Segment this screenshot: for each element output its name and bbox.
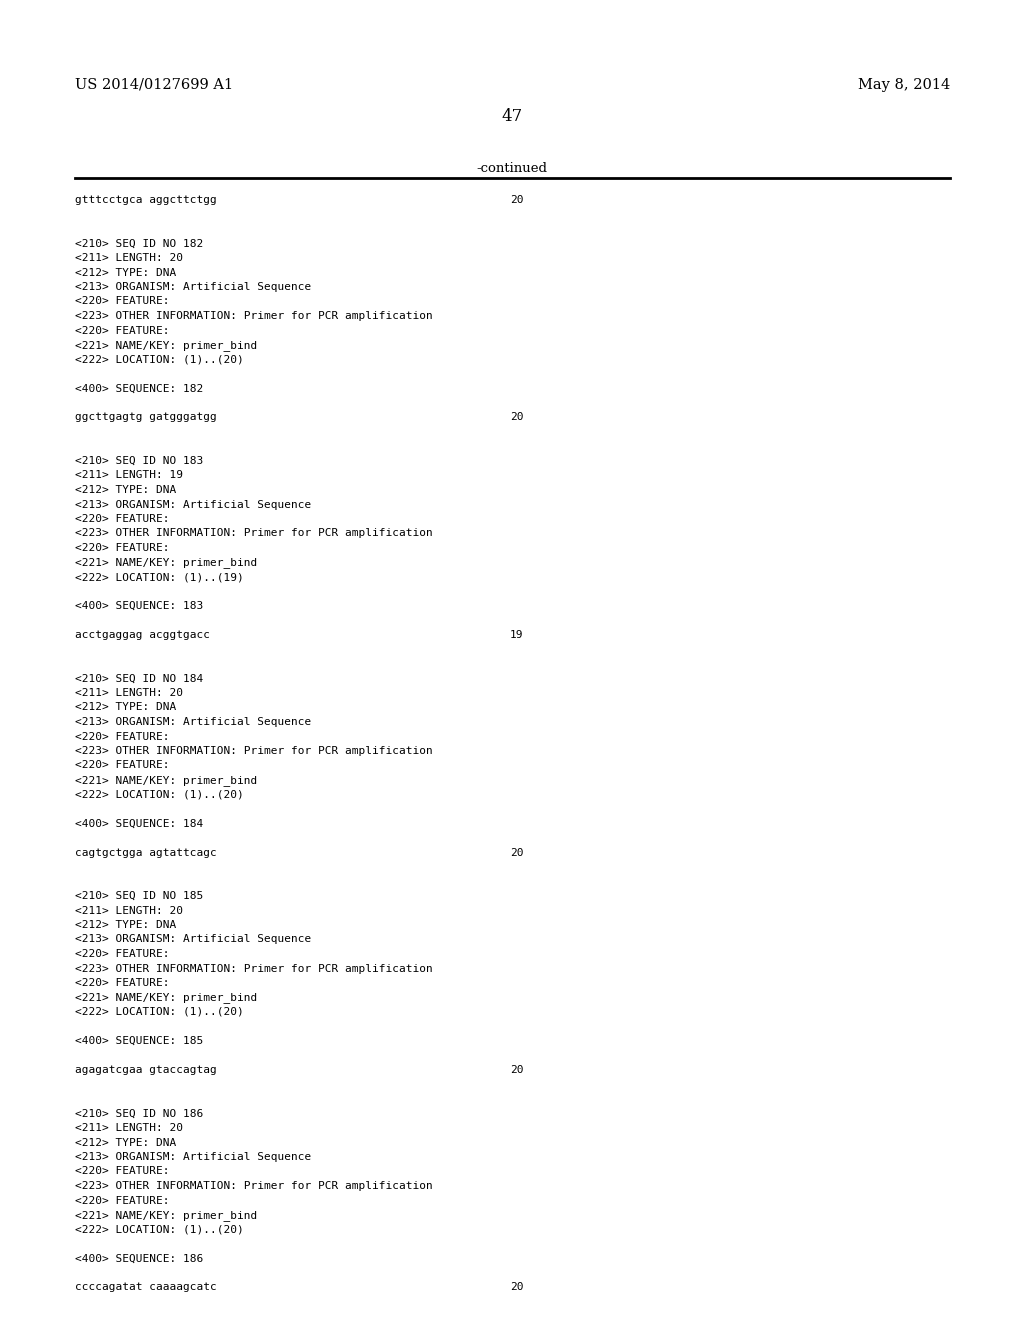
Text: <220> FEATURE:: <220> FEATURE: [75, 1196, 170, 1205]
Text: <400> SEQUENCE: 183: <400> SEQUENCE: 183 [75, 601, 203, 611]
Text: <212> TYPE: DNA: <212> TYPE: DNA [75, 268, 176, 277]
Text: 20: 20 [510, 412, 523, 422]
Text: <223> OTHER INFORMATION: Primer for PCR amplification: <223> OTHER INFORMATION: Primer for PCR … [75, 964, 433, 974]
Text: <221> NAME/KEY: primer_bind: <221> NAME/KEY: primer_bind [75, 341, 257, 351]
Text: <222> LOCATION: (1)..(20): <222> LOCATION: (1)..(20) [75, 1007, 244, 1016]
Text: <212> TYPE: DNA: <212> TYPE: DNA [75, 1138, 176, 1147]
Text: agagatcgaa gtaccagtag: agagatcgaa gtaccagtag [75, 1065, 217, 1074]
Text: <400> SEQUENCE: 185: <400> SEQUENCE: 185 [75, 1036, 203, 1045]
Text: <223> OTHER INFORMATION: Primer for PCR amplification: <223> OTHER INFORMATION: Primer for PCR … [75, 1181, 433, 1191]
Text: acctgaggag acggtgacc: acctgaggag acggtgacc [75, 630, 210, 640]
Text: <223> OTHER INFORMATION: Primer for PCR amplification: <223> OTHER INFORMATION: Primer for PCR … [75, 312, 433, 321]
Text: <213> ORGANISM: Artificial Sequence: <213> ORGANISM: Artificial Sequence [75, 935, 311, 945]
Text: <221> NAME/KEY: primer_bind: <221> NAME/KEY: primer_bind [75, 993, 257, 1003]
Text: gtttcctgca aggcttctgg: gtttcctgca aggcttctgg [75, 195, 217, 205]
Text: <213> ORGANISM: Artificial Sequence: <213> ORGANISM: Artificial Sequence [75, 717, 311, 727]
Text: <211> LENGTH: 20: <211> LENGTH: 20 [75, 688, 183, 698]
Text: -continued: -continued [476, 162, 548, 176]
Text: May 8, 2014: May 8, 2014 [858, 78, 950, 92]
Text: <220> FEATURE:: <220> FEATURE: [75, 731, 170, 742]
Text: <223> OTHER INFORMATION: Primer for PCR amplification: <223> OTHER INFORMATION: Primer for PCR … [75, 528, 433, 539]
Text: <220> FEATURE:: <220> FEATURE: [75, 760, 170, 771]
Text: US 2014/0127699 A1: US 2014/0127699 A1 [75, 78, 233, 92]
Text: 20: 20 [510, 195, 523, 205]
Text: <220> FEATURE:: <220> FEATURE: [75, 326, 170, 335]
Text: <210> SEQ ID NO 186: <210> SEQ ID NO 186 [75, 1109, 203, 1118]
Text: <222> LOCATION: (1)..(19): <222> LOCATION: (1)..(19) [75, 572, 244, 582]
Text: <220> FEATURE:: <220> FEATURE: [75, 513, 170, 524]
Text: <212> TYPE: DNA: <212> TYPE: DNA [75, 920, 176, 931]
Text: <211> LENGTH: 20: <211> LENGTH: 20 [75, 1123, 183, 1133]
Text: <210> SEQ ID NO 183: <210> SEQ ID NO 183 [75, 455, 203, 466]
Text: 20: 20 [510, 1283, 523, 1292]
Text: <221> NAME/KEY: primer_bind: <221> NAME/KEY: primer_bind [75, 775, 257, 785]
Text: <221> NAME/KEY: primer_bind: <221> NAME/KEY: primer_bind [75, 1210, 257, 1221]
Text: <400> SEQUENCE: 186: <400> SEQUENCE: 186 [75, 1254, 203, 1263]
Text: 20: 20 [510, 847, 523, 858]
Text: <210> SEQ ID NO 182: <210> SEQ ID NO 182 [75, 239, 203, 248]
Text: <213> ORGANISM: Artificial Sequence: <213> ORGANISM: Artificial Sequence [75, 1152, 311, 1162]
Text: 20: 20 [510, 1065, 523, 1074]
Text: cagtgctgga agtattcagc: cagtgctgga agtattcagc [75, 847, 217, 858]
Text: 19: 19 [510, 630, 523, 640]
Text: <212> TYPE: DNA: <212> TYPE: DNA [75, 702, 176, 713]
Text: <222> LOCATION: (1)..(20): <222> LOCATION: (1)..(20) [75, 355, 244, 364]
Text: <213> ORGANISM: Artificial Sequence: <213> ORGANISM: Artificial Sequence [75, 282, 311, 292]
Text: <212> TYPE: DNA: <212> TYPE: DNA [75, 484, 176, 495]
Text: <220> FEATURE:: <220> FEATURE: [75, 297, 170, 306]
Text: <400> SEQUENCE: 184: <400> SEQUENCE: 184 [75, 818, 203, 829]
Text: ccccagatat caaaagcatc: ccccagatat caaaagcatc [75, 1283, 217, 1292]
Text: <222> LOCATION: (1)..(20): <222> LOCATION: (1)..(20) [75, 789, 244, 800]
Text: <400> SEQUENCE: 182: <400> SEQUENCE: 182 [75, 384, 203, 393]
Text: <211> LENGTH: 20: <211> LENGTH: 20 [75, 906, 183, 916]
Text: <221> NAME/KEY: primer_bind: <221> NAME/KEY: primer_bind [75, 557, 257, 569]
Text: <211> LENGTH: 20: <211> LENGTH: 20 [75, 253, 183, 263]
Text: <210> SEQ ID NO 184: <210> SEQ ID NO 184 [75, 673, 203, 684]
Text: <220> FEATURE:: <220> FEATURE: [75, 949, 170, 960]
Text: <220> FEATURE:: <220> FEATURE: [75, 978, 170, 987]
Text: ggcttgagtg gatgggatgg: ggcttgagtg gatgggatgg [75, 412, 217, 422]
Text: <220> FEATURE:: <220> FEATURE: [75, 543, 170, 553]
Text: <211> LENGTH: 19: <211> LENGTH: 19 [75, 470, 183, 480]
Text: <223> OTHER INFORMATION: Primer for PCR amplification: <223> OTHER INFORMATION: Primer for PCR … [75, 746, 433, 756]
Text: <210> SEQ ID NO 185: <210> SEQ ID NO 185 [75, 891, 203, 902]
Text: <213> ORGANISM: Artificial Sequence: <213> ORGANISM: Artificial Sequence [75, 499, 311, 510]
Text: 47: 47 [502, 108, 522, 125]
Text: <222> LOCATION: (1)..(20): <222> LOCATION: (1)..(20) [75, 1225, 244, 1234]
Text: <220> FEATURE:: <220> FEATURE: [75, 1167, 170, 1176]
